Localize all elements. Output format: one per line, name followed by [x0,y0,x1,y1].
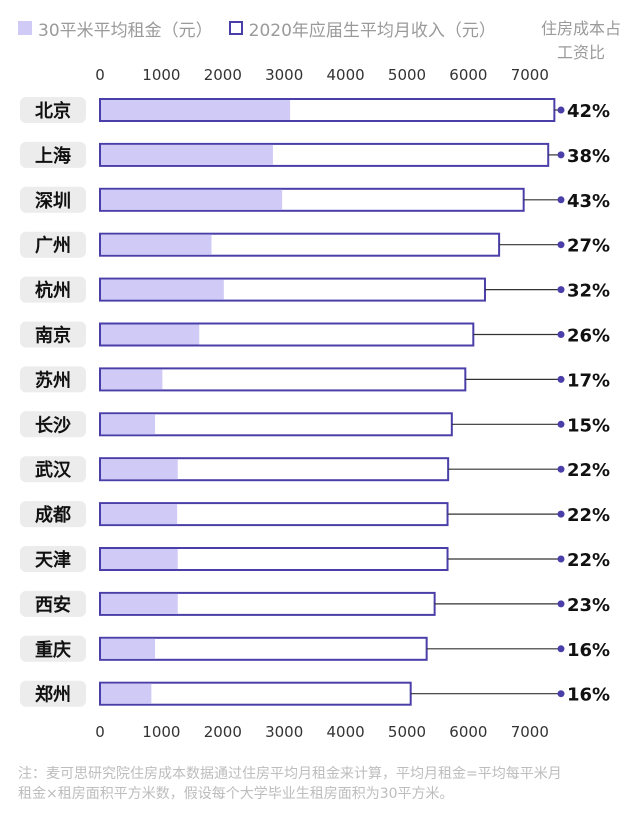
city-label-bg [20,501,86,528]
ratio-dot [557,151,565,159]
rent-bar [101,683,152,704]
city-label: 西安 [35,594,71,616]
rent-bar [101,504,178,525]
city-label-bg [20,456,86,483]
x-tick-label-bottom: 3000 [265,723,303,741]
legend-label-rent: 30平米平均租金（元） [38,20,213,41]
ratio-header-line-2: 工资比 [556,43,605,62]
rent-bar [101,279,224,300]
rent-bar [101,144,273,165]
ratio-label: 23% [567,595,610,616]
x-tick-label-bottom: 4000 [327,723,365,741]
rent-bar [101,324,200,345]
city-label: 长沙 [35,415,71,436]
rent-bar [101,459,178,480]
city-label-bg [20,186,86,213]
x-tick-label-top: 7000 [511,66,549,84]
rent-bar [101,414,156,435]
city-label: 深圳 [35,190,71,212]
city-label-bg [20,411,86,438]
rent-bar [101,593,178,614]
ratio-label: 22% [567,460,610,481]
city-label: 苏州 [35,369,71,391]
city-label: 北京 [35,100,71,122]
rent-bar [101,100,291,120]
city-label: 郑州 [35,684,71,706]
rent-bar [101,234,212,255]
x-tick-label-top: 2000 [204,66,242,84]
x-tick-label-bottom: 6000 [449,723,487,741]
footnote: 注：麦可思研究院住房成本数据通过住房平均月租金来计算，平均月租金=平均每平米月租… [18,766,562,802]
ratio-dot [557,555,565,563]
x-tick-label-bottom: 7000 [511,723,549,741]
ratio-column-header: 住房成本占 工资比 [532,17,630,65]
ratio-dot [557,465,565,473]
ratio-label: 38% [567,146,610,167]
rent-bar [101,369,163,390]
ratio-dot [557,286,565,294]
city-label-bg [20,366,86,393]
x-tick-label-bottom: 5000 [388,723,426,741]
city-label-bg [20,231,86,258]
city-label: 广州 [35,235,71,257]
legend-label-income: 2020年应届生平均月收入（元） [248,20,496,41]
ratio-label: 16% [567,640,610,661]
ratio-label: 43% [567,191,610,212]
x-tick-label-bottom: 2000 [204,723,242,741]
city-label-bg [20,590,86,617]
x-tick-label-top: 6000 [449,66,487,84]
ratio-label: 42% [567,101,610,122]
city-label-bg [20,276,86,303]
ratio-dot [557,690,565,698]
city-label: 天津 [35,549,71,571]
ratio-dot [557,600,565,608]
city-label: 成都 [35,504,71,526]
ratio-dot [557,645,565,653]
ratio-dot [557,241,565,249]
x-tick-label-top: 5000 [388,66,426,84]
x-tick-label-top: 4000 [327,66,365,84]
ratio-header-line-1: 住房成本占 [540,19,621,38]
city-label: 武汉 [35,460,72,481]
city-label: 重庆 [35,639,71,661]
city-label: 杭州 [35,280,71,302]
city-label: 南京 [35,325,71,347]
rent-bar [101,189,283,210]
ratio-label: 15% [567,415,610,436]
ratio-label: 22% [567,550,610,571]
ratio-label: 16% [567,685,610,706]
ratio-label: 27% [567,236,610,257]
x-tick-label-top: 3000 [265,66,303,84]
ratio-dot [557,331,565,338]
city-label-bg [20,635,86,662]
ratio-dot [557,196,565,204]
ratio-label: 17% [567,370,610,391]
legend: 30平米平均租金（元） 2020年应届生平均月收入（元） [18,16,512,41]
city-label: 上海 [35,145,71,167]
legend-item-rent: 30平米平均租金（元） [18,16,213,41]
ratio-dot [557,106,565,114]
city-label-bg [20,141,86,168]
ratio-label: 26% [567,326,610,347]
ratio-label: 22% [567,505,610,526]
legend-swatch-income [228,21,243,35]
rent-bar [101,549,178,569]
legend-item-income: 2020年应届生平均月收入（元） [228,16,496,41]
ratio-dot [557,510,565,518]
city-label-bg [20,97,86,123]
ratio-dot [557,420,565,428]
city-label-bg [20,321,86,348]
x-tick-label-top: 0 [95,66,105,84]
x-tick-label-bottom: 1000 [142,723,180,741]
city-label-bg [20,680,86,707]
legend-swatch-rent [18,21,32,35]
x-tick-label-bottom: 0 [95,723,105,741]
city-label-bg [20,546,86,572]
ratio-label: 32% [567,281,610,302]
x-tick-label-top: 1000 [142,66,180,84]
rent-bar [101,638,156,659]
ratio-dot [557,375,565,383]
